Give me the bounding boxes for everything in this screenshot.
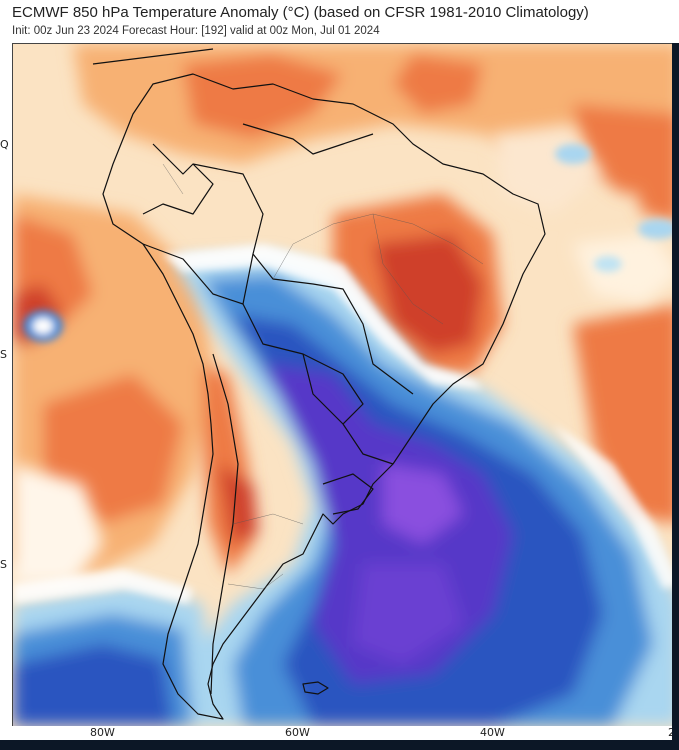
border-paraguay — [302, 353, 394, 465]
map-panel — [12, 43, 679, 726]
longitude-label-20w: 2 — [668, 726, 675, 739]
map-subtitle: Init: 00z Jun 23 2024 Forecast Hour: [19… — [12, 25, 380, 37]
south-america-coastline — [102, 73, 546, 720]
border-uruguay — [322, 473, 374, 515]
anomaly-map — [13, 44, 679, 726]
caribbean-coast — [92, 48, 214, 65]
cold-anomaly-areas — [13, 254, 679, 726]
province-lines — [162, 163, 484, 590]
latitude-label-10n: Q — [0, 138, 9, 151]
country-borders — [92, 48, 546, 720]
cool-blobs-atlantic — [23, 144, 678, 342]
bottom-edge-bar — [0, 740, 679, 750]
falkland-islands — [302, 681, 329, 695]
latitude-label-20s: S — [0, 348, 7, 361]
latitude-label-40s: S — [0, 558, 7, 571]
border-brazil-west — [192, 163, 414, 395]
longitude-label-60w: 60W — [285, 726, 310, 739]
boundary-white-band — [13, 244, 679, 604]
longitude-label-40w: 40W — [480, 726, 505, 739]
map-title: ECMWF 850 hPa Temperature Anomaly (°C) (… — [12, 4, 589, 21]
longitude-label-80w: 80W — [90, 726, 115, 739]
right-edge-bar — [672, 43, 679, 740]
border-colombia — [142, 143, 214, 215]
border-peru — [142, 243, 244, 305]
border-venezuela-guyana — [242, 123, 374, 155]
